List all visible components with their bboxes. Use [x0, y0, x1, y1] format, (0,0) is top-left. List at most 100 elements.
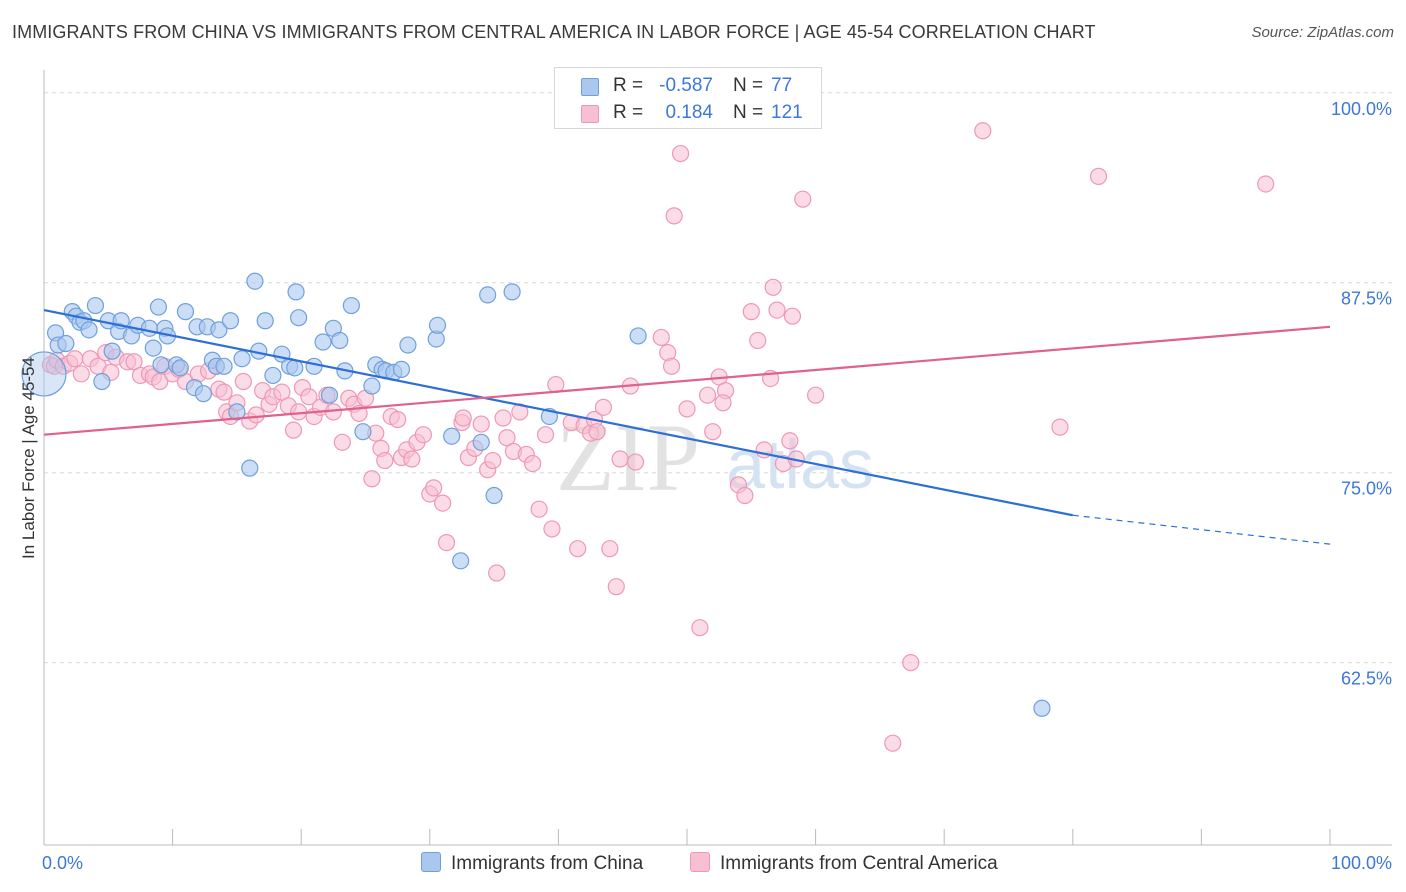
- central-america-point: [884, 734, 902, 752]
- y-axis-label: In Labor Force | Age 45-54: [19, 357, 38, 559]
- trend-lines: [43, 309, 1331, 545]
- china-swatch: [581, 78, 599, 96]
- china-point: [228, 403, 246, 421]
- central-america-point: [234, 372, 252, 391]
- china-point: [399, 336, 417, 354]
- china-point: [342, 296, 360, 315]
- china-point: [443, 427, 461, 445]
- legend-row-central-america: R = 0.184 N = 121: [555, 102, 821, 128]
- central-america-point: [488, 564, 506, 582]
- central-america-point: [607, 578, 625, 596]
- central-america-point: [611, 450, 629, 468]
- china-point: [215, 357, 233, 375]
- central-america-point: [333, 433, 351, 451]
- watermark: ZIP atlas: [556, 404, 874, 511]
- china-point: [290, 309, 308, 327]
- china-r-label: R =: [613, 75, 644, 96]
- central-america-point: [284, 421, 303, 439]
- china-point: [1033, 699, 1051, 717]
- china-point: [171, 359, 189, 377]
- y-tick-label: 87.5%: [1341, 289, 1392, 309]
- china-point: [221, 312, 240, 330]
- china-point: [452, 552, 470, 570]
- china-point: [149, 298, 168, 316]
- central-america-point: [594, 398, 613, 416]
- china-trend-extension: [1072, 514, 1331, 545]
- central-america-point: [1089, 167, 1108, 185]
- china-point: [241, 459, 259, 477]
- legend-row-china: R = -0.587 N = 77: [555, 75, 821, 101]
- central-america-point: [652, 328, 670, 347]
- china-point: [264, 366, 282, 385]
- china-point: [256, 312, 274, 330]
- central-america-legend-swatch: [690, 852, 710, 872]
- china-point: [246, 272, 264, 290]
- central-america-point: [389, 410, 407, 429]
- china-point: [363, 377, 381, 395]
- central-america-points: [41, 122, 1275, 752]
- central-america-point: [742, 303, 760, 321]
- central-america-point: [749, 331, 767, 350]
- china-legend-label: Immigrants from China: [451, 853, 644, 874]
- china-r-value: -0.587: [659, 75, 713, 96]
- central-america-point: [974, 122, 992, 140]
- china-point: [320, 386, 339, 404]
- series-legend: Immigrants from China Immigrants from Ce…: [0, 852, 1406, 878]
- central-america-point: [151, 372, 169, 391]
- central-america-point: [601, 540, 619, 558]
- x-tick-label-max: 100.0%: [1331, 853, 1392, 873]
- china-point: [629, 327, 647, 345]
- central-america-point: [691, 619, 709, 637]
- legend-item-china: Immigrants from China: [421, 852, 643, 875]
- central-america-point: [472, 415, 490, 433]
- central-america-point: [569, 540, 587, 558]
- china-point: [57, 334, 75, 353]
- y-tick-label: 75.0%: [1341, 479, 1392, 499]
- central-america-point: [1051, 418, 1069, 436]
- central-america-point: [704, 423, 722, 441]
- legend-item-central-america: Immigrants from Central America: [690, 852, 998, 875]
- central-america-point: [403, 450, 421, 468]
- tick-labels: 62.5% 75.0% 87.5% 100.0% 0.0% 100.0%: [42, 99, 1392, 873]
- central-america-point: [434, 494, 452, 512]
- china-point: [392, 360, 411, 378]
- gridlines: [44, 92, 1392, 664]
- ca-n-label: N =: [733, 102, 764, 123]
- central-america-point: [588, 423, 606, 441]
- central-america-point: [454, 409, 472, 427]
- china-trend-line: [43, 309, 1074, 517]
- china-point: [503, 283, 521, 301]
- central-america-point: [764, 278, 782, 296]
- china-legend-swatch: [421, 852, 441, 872]
- china-point: [140, 319, 159, 337]
- central-america-point: [806, 386, 825, 404]
- y-tick-label: 100.0%: [1331, 99, 1392, 119]
- china-point: [86, 296, 105, 315]
- central-america-point: [300, 388, 318, 406]
- central-america-point: [215, 383, 233, 401]
- central-america-point: [425, 479, 443, 497]
- central-america-point: [626, 453, 645, 471]
- central-america-point: [524, 454, 542, 473]
- china-point: [194, 385, 213, 403]
- central-america-point: [363, 470, 381, 488]
- china-point: [479, 286, 497, 304]
- chart-title: IMMIGRANTS FROM CHINA VS IMMIGRANTS FROM…: [12, 22, 1096, 42]
- central-america-point: [714, 394, 732, 412]
- central-america-point: [671, 144, 690, 163]
- china-point: [144, 339, 162, 357]
- central-america-point: [794, 190, 812, 208]
- ca-legend-label: Immigrants from Central America: [720, 853, 998, 874]
- china-point: [210, 321, 228, 339]
- china-point: [428, 316, 447, 334]
- central-america-point: [547, 375, 565, 394]
- central-america-point: [72, 365, 90, 383]
- china-point: [93, 372, 111, 391]
- china-point: [314, 333, 332, 351]
- central-america-point: [902, 654, 920, 672]
- central-america-trend-line: [43, 325, 1331, 436]
- y-tick-label: 62.5%: [1341, 669, 1392, 689]
- china-point: [80, 321, 98, 339]
- china-point: [485, 486, 503, 505]
- china-point: [472, 433, 490, 451]
